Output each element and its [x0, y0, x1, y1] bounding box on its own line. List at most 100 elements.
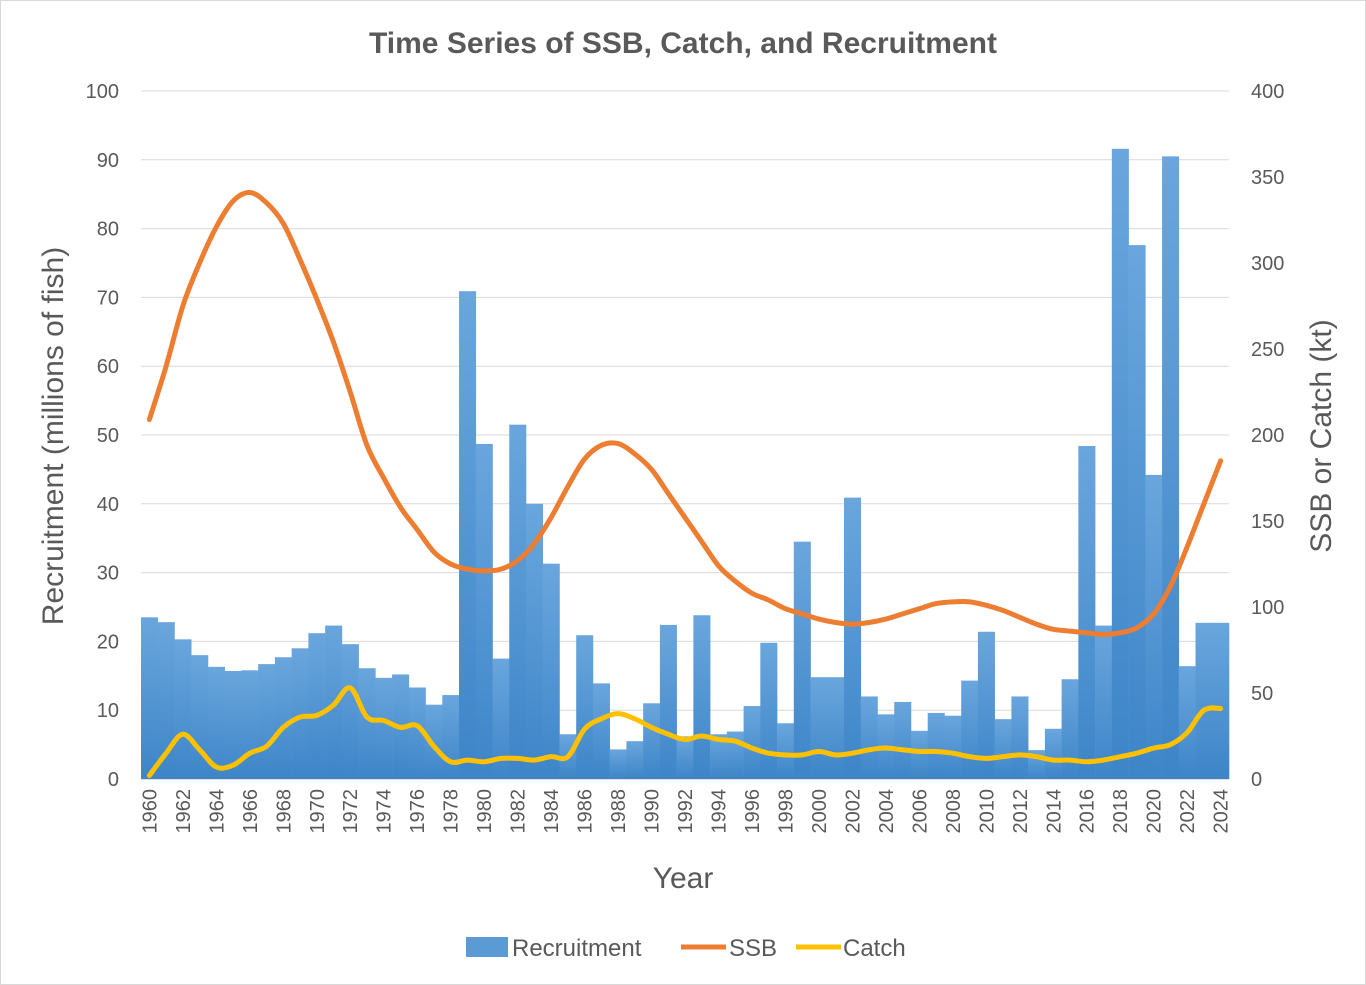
- y-left-tick-label: 60: [97, 356, 119, 378]
- x-tick-label: 2008: [943, 789, 965, 834]
- x-tick-label: 1972: [340, 789, 362, 834]
- recruitment-bar: [1011, 696, 1029, 779]
- recruitment-bars: [141, 148, 1230, 780]
- recruitment-bar: [710, 734, 728, 779]
- recruitment-bar: [793, 541, 811, 779]
- y-right-tick-label: 100: [1251, 597, 1284, 619]
- y-right-tick-label: 300: [1251, 253, 1284, 275]
- recruitment-bar: [994, 719, 1012, 779]
- chart-title: Time Series of SSB, Catch, and Recruitme…: [369, 27, 997, 60]
- y-left-tick-label: 80: [97, 219, 119, 241]
- series-line-ssb: [146, 189, 1224, 638]
- recruitment-bar: [174, 639, 192, 779]
- x-tick-label: 2024: [1211, 789, 1233, 834]
- recruitment-bar: [525, 503, 544, 779]
- recruitment-bar: [576, 635, 594, 779]
- recruitment-bar: [1178, 666, 1196, 779]
- recruitment-bar: [894, 701, 912, 779]
- series-lines: [146, 189, 1224, 779]
- x-tick-label: 1994: [708, 789, 730, 834]
- x-tick-label: 2000: [809, 789, 831, 834]
- x-tick-label: 1996: [742, 789, 764, 834]
- left-axis-ticks: 0 10 20 30 40 50 60 70 80 90 100: [86, 81, 119, 791]
- y-axis-right-title: SSB or Catch (kt): [1305, 319, 1338, 552]
- recruitment-bar: [258, 664, 276, 779]
- y-left-tick-label: 70: [97, 287, 119, 309]
- y-left-tick-label: 30: [97, 563, 119, 585]
- recruitment-bar: [693, 615, 711, 779]
- y-axis-left-title: Recruitment (millions of fish): [37, 247, 70, 625]
- recruitment-bar: [207, 666, 225, 779]
- x-tick-label: 2012: [1010, 789, 1032, 834]
- x-tick-label: 1960: [139, 789, 161, 834]
- recruitment-bar: [777, 723, 795, 779]
- x-tick-label: 1966: [240, 789, 262, 834]
- recruitment-bar: [944, 715, 962, 779]
- recruitment-bar: [442, 695, 460, 779]
- x-tick-label: 1998: [775, 789, 797, 834]
- x-tick-label: 2022: [1177, 789, 1199, 834]
- recruitment-bar: [308, 633, 326, 779]
- y-right-tick-label: 150: [1251, 511, 1284, 533]
- recruitment-bar: [810, 677, 828, 779]
- y-right-tick-label: 400: [1251, 81, 1284, 103]
- recruitment-bar: [1195, 622, 1213, 779]
- x-tick-label: 1990: [642, 789, 664, 834]
- recruitment-bar: [1044, 728, 1062, 779]
- x-axis-title: Year: [653, 862, 714, 895]
- x-tick-label: 2010: [976, 789, 998, 834]
- recruitment-bar: [509, 424, 527, 779]
- x-tick-label: 1986: [575, 789, 597, 834]
- recruitment-bar: [241, 670, 259, 779]
- recruitment-bar: [274, 657, 292, 779]
- x-tick-label: 2020: [1144, 789, 1166, 834]
- y-left-tick-label: 20: [97, 631, 119, 653]
- recruitment-bar: [643, 703, 661, 779]
- recruitment-bar: [341, 644, 359, 779]
- x-tick-label: 1968: [273, 789, 295, 834]
- right-axis-ticks: 0 50 100 150 200 250 300 350 400: [1251, 81, 1284, 791]
- x-tick-label: 1984: [541, 789, 563, 834]
- recruitment-bar: [676, 736, 694, 779]
- recruitment-bar: [1078, 446, 1096, 779]
- recruitment-bar: [408, 687, 426, 779]
- recruitment-bar: [492, 658, 510, 779]
- recruitment-bar: [224, 670, 242, 779]
- x-tick-label: 1988: [608, 789, 630, 834]
- y-right-tick-label: 350: [1251, 167, 1284, 189]
- x-tick-label: 2014: [1043, 789, 1065, 834]
- recruitment-bar: [910, 730, 929, 779]
- x-tick-label: 1978: [441, 789, 463, 834]
- x-tick-label: 2002: [842, 789, 864, 834]
- recruitment-bar: [358, 668, 376, 779]
- recruitment-bar: [827, 677, 845, 779]
- recruitment-bar: [592, 683, 610, 779]
- y-right-tick-label: 250: [1251, 339, 1284, 361]
- y-left-tick-label: 90: [97, 150, 119, 172]
- series-line-catch: [146, 685, 1224, 779]
- recruitment-bar: [977, 631, 995, 779]
- legend-label-ssb: SSB: [729, 935, 777, 962]
- x-tick-label: 2018: [1110, 789, 1132, 834]
- recruitment-bar: [743, 706, 761, 779]
- recruitment-bar: [291, 648, 309, 779]
- recruitment-bar: [141, 617, 159, 779]
- legend-label-recruitment: Recruitment: [512, 935, 642, 962]
- recruitment-bar: [1111, 148, 1129, 780]
- x-tick-label: 1970: [307, 789, 329, 834]
- recruitment-bar: [659, 624, 677, 779]
- y-right-tick-label: 50: [1251, 683, 1273, 705]
- recruitment-bar: [542, 563, 560, 779]
- y-left-tick-label: 0: [108, 769, 119, 791]
- recruitment-bar: [844, 497, 862, 779]
- y-right-tick-label: 0: [1251, 769, 1262, 791]
- y-right-tick-label: 200: [1251, 425, 1284, 447]
- recruitment-bar: [1145, 474, 1163, 779]
- recruitment-bar: [375, 677, 393, 779]
- legend: Recruitment SSB Catch: [466, 935, 906, 962]
- x-tick-label: 2004: [876, 789, 898, 834]
- recruitment-bar: [425, 704, 443, 779]
- recruitment-bar: [1128, 245, 1146, 779]
